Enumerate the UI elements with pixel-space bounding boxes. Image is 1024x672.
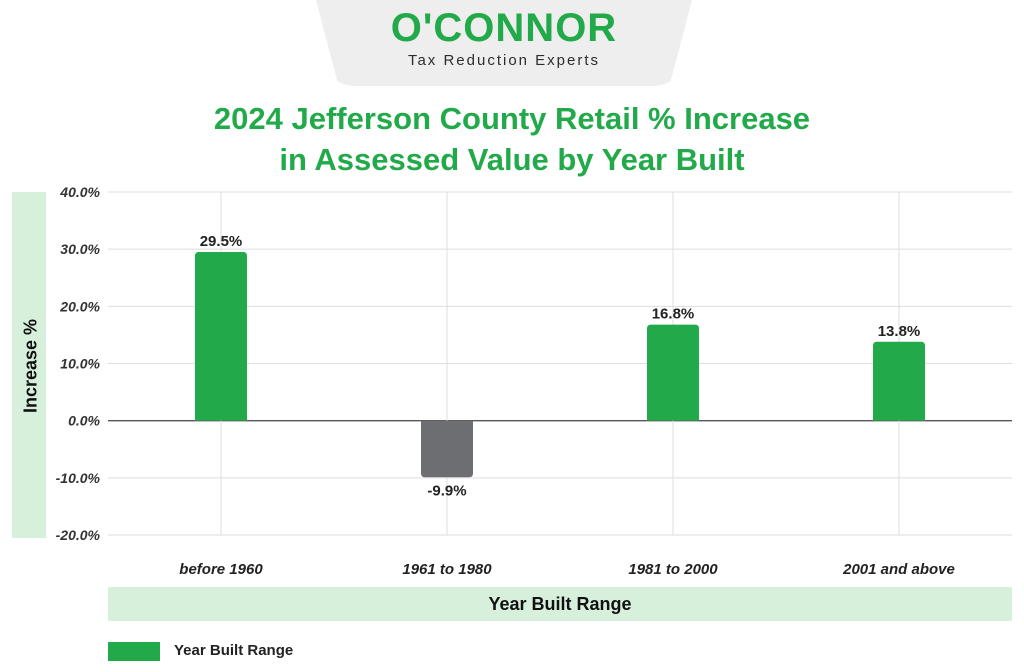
y-tick-label: 30.0% (60, 241, 100, 257)
logo-tagline: Tax Reduction Experts (407, 52, 601, 69)
data-label: 16.8% (652, 306, 695, 323)
y-tick-label: 40.0% (59, 184, 100, 200)
bar (421, 420, 473, 478)
x-tick-label: 2001 and above (842, 561, 955, 578)
y-axis-label-band (12, 192, 46, 538)
data-label: 29.5% (200, 233, 243, 250)
x-tick-label: 1961 to 1980 (402, 561, 492, 578)
data-label: 13.8% (878, 323, 921, 340)
y-tick-label: -10.0% (56, 470, 101, 486)
bar (873, 341, 925, 421)
x-axis-label: Year Built Range (108, 587, 1012, 621)
x-tick-label: 1981 to 2000 (628, 561, 718, 578)
x-tick-label: before 1960 (179, 561, 263, 578)
chart-title-line-2: in Assessed Value by Year Built (279, 142, 745, 177)
y-tick-label: 0.0% (68, 413, 100, 429)
logo-tab: O'CONNOR Tax Reduction Experts (316, 0, 692, 86)
chart-title: 2024 Jefferson County Retail % Increase … (0, 98, 1024, 180)
y-tick-label: 20.0% (59, 298, 100, 314)
bar (647, 324, 699, 421)
y-tick-label: 10.0% (60, 356, 100, 372)
data-label: -9.9% (427, 482, 466, 499)
logo-wordmark: O'CONNOR (390, 6, 618, 50)
chart-title-line-1: 2024 Jefferson County Retail % Increase (213, 101, 811, 136)
legend-swatch (108, 642, 160, 661)
legend-label: Year Built Range (174, 642, 294, 659)
bar (195, 252, 247, 421)
y-tick-label: -20.0% (56, 527, 101, 543)
